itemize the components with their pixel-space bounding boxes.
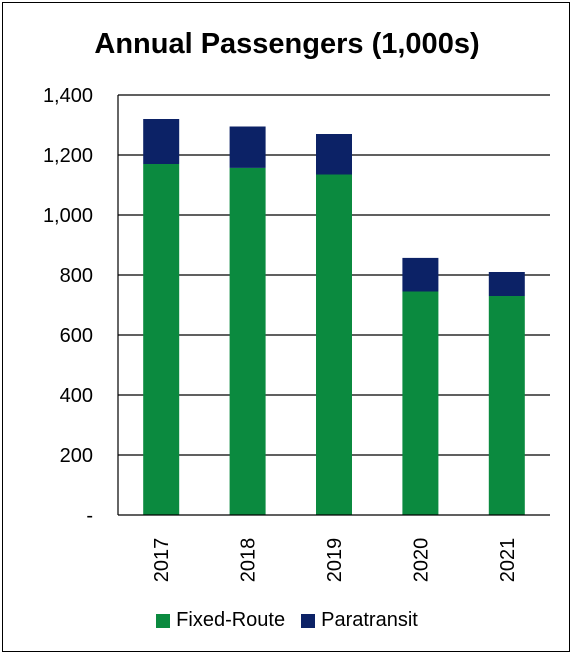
bar-fixed-route-2018: [229, 167, 266, 515]
bar-fixed-route-2021: [488, 296, 525, 515]
legend-swatch-fixed-route: [156, 613, 171, 628]
legend: Fixed-Route Paratransit: [0, 609, 574, 632]
bars: [143, 119, 525, 515]
bar-fixed-route-2017: [143, 164, 180, 515]
legend-item-fixed-route: Fixed-Route: [156, 609, 285, 632]
bar-paratransit-2017: [143, 119, 180, 164]
bar-paratransit-2021: [488, 272, 525, 296]
x-tick-label: 2020: [410, 538, 432, 583]
axes: [117, 95, 550, 516]
bar-fixed-route-2019: [316, 174, 352, 515]
chart-title: Annual Passengers (1,000s): [94, 28, 480, 60]
bar-paratransit-2020: [402, 257, 439, 292]
bar-paratransit-2019: [316, 134, 352, 175]
y-tick-label: 200: [60, 445, 93, 467]
x-tick-label: 2017: [151, 538, 173, 583]
legend-item-paratransit: Paratransit: [301, 609, 418, 632]
legend-label-paratransit: Paratransit: [321, 609, 418, 631]
y-tick-label: 600: [60, 325, 93, 347]
bar-paratransit-2018: [229, 126, 266, 168]
legend-swatch-paratransit: [301, 613, 316, 628]
legend-label-fixed-route: Fixed-Route: [176, 609, 286, 631]
y-tick-label: 400: [60, 385, 93, 407]
bar-fixed-route-2020: [402, 291, 439, 515]
y-tick-labels: - 200 400 600 800 1,000 1,200 1,400: [43, 85, 93, 527]
y-tick-label: 1,200: [43, 145, 93, 167]
x-tick-label: 2021: [497, 538, 519, 583]
y-tick-label: 800: [60, 265, 93, 287]
x-tick-labels: 2017 2018 2019 2020 2021: [151, 538, 519, 583]
y-tick-label: -: [86, 505, 93, 527]
y-tick-label: 1,400: [43, 85, 93, 107]
y-tick-label: 1,000: [43, 205, 93, 227]
x-tick-label: 2019: [324, 538, 346, 583]
x-tick-label: 2018: [238, 538, 260, 583]
